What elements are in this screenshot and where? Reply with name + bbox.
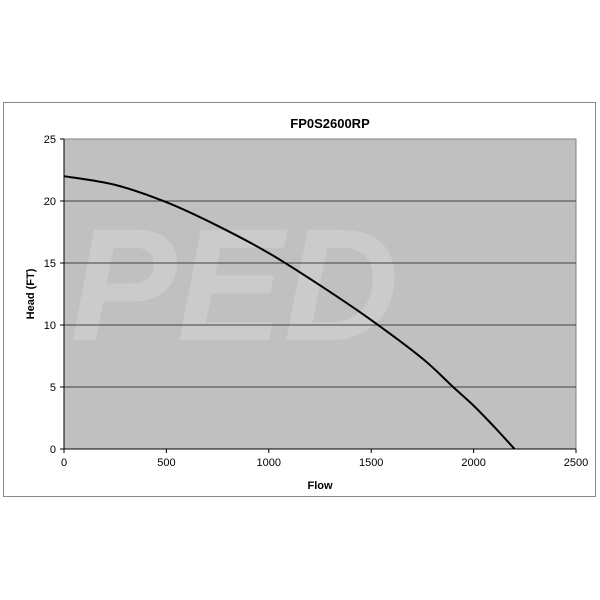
chart-title: FP0S2600RP [290, 116, 370, 131]
x-tick-label: 0 [61, 457, 67, 469]
y-axis-label: Head (FT) [25, 268, 37, 319]
x-axis-label: Flow [307, 480, 332, 492]
y-tick-label: 0 [50, 444, 56, 456]
svg-text:PED: PED [70, 195, 399, 374]
x-tick-label: 500 [157, 457, 175, 469]
series-line [63, 175, 516, 450]
y-tick-label: 25 [44, 134, 56, 146]
y-tick-label: 10 [44, 320, 56, 332]
x-tick-label: 1000 [257, 457, 281, 469]
y-tick-label: 5 [50, 382, 56, 394]
chart-frame [3, 102, 596, 497]
x-tick-label: 2000 [461, 457, 485, 469]
x-tick-label: 2500 [564, 457, 588, 469]
watermark-logo: PED [70, 195, 399, 374]
y-tick-label: 20 [44, 196, 56, 208]
plot-area [63, 138, 577, 450]
y-tick-label: 15 [44, 258, 56, 270]
x-tick-label: 1500 [359, 457, 383, 469]
